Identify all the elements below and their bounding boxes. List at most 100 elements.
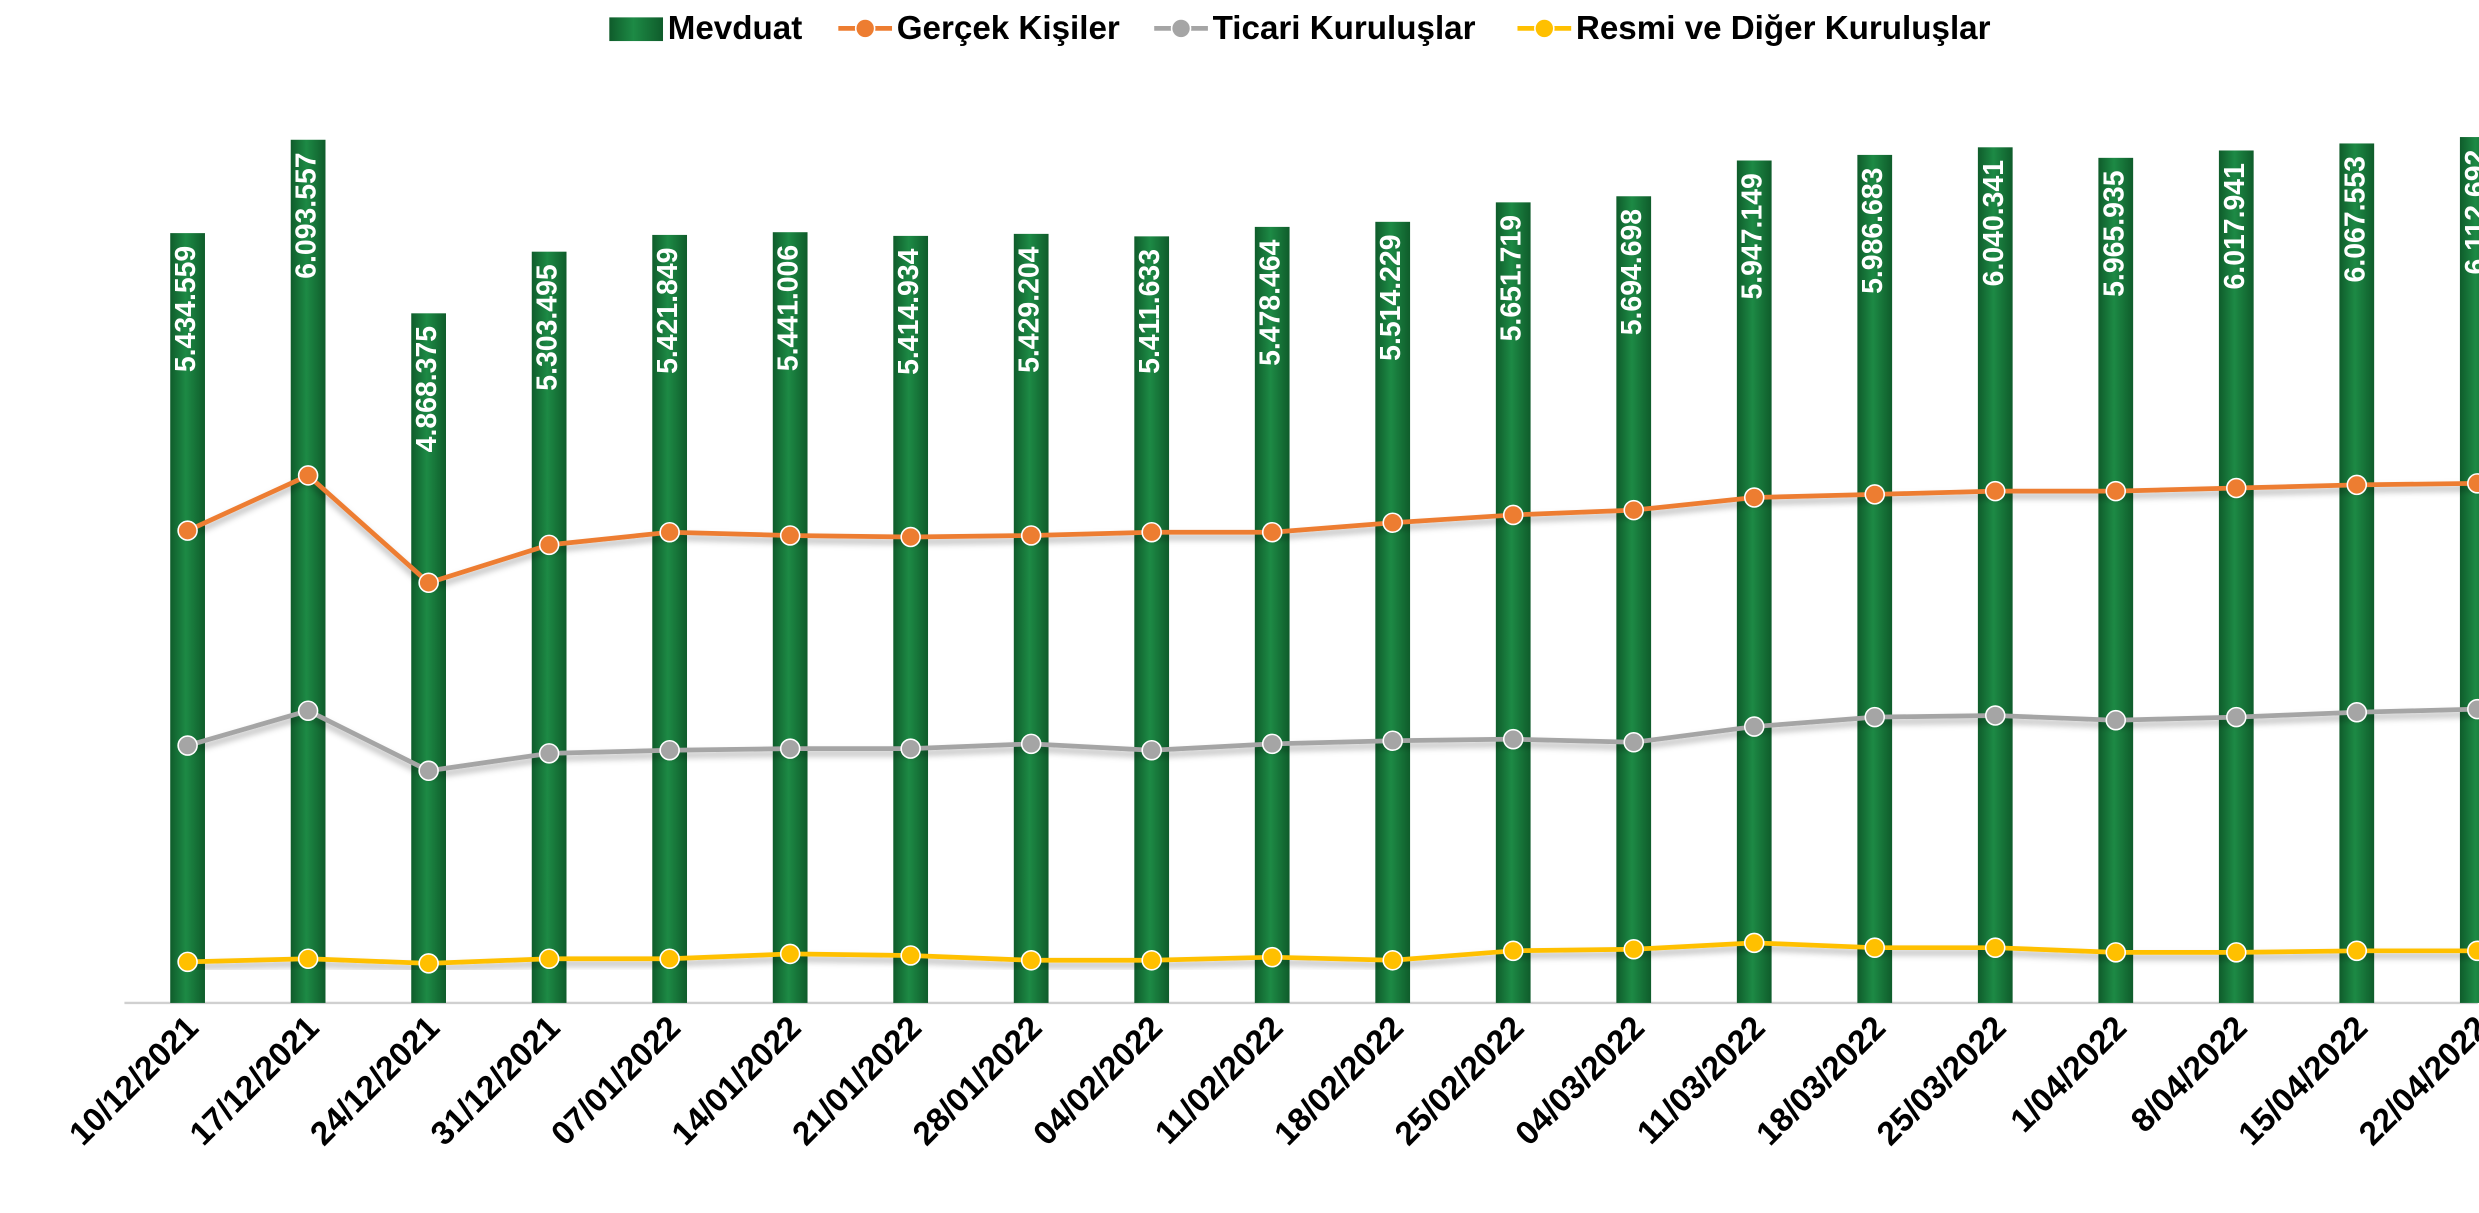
marker — [2467, 940, 2479, 962]
marker — [1743, 932, 1765, 954]
x-tick-label: 1/04/2022 — [2004, 1009, 2134, 1139]
legend-item: Resmi ve Diğer Kuruluşlar — [1517, 10, 1991, 47]
value-label: 6.067.553 — [2339, 156, 2371, 282]
bar — [531, 251, 567, 1003]
marker — [1141, 739, 1162, 761]
bar — [1616, 196, 1652, 1003]
value-label: 5.429.204 — [1014, 246, 1046, 373]
marker — [1141, 950, 1162, 971]
value-label: 4.868.375 — [411, 326, 443, 452]
bar — [652, 234, 688, 1003]
marker — [177, 951, 198, 973]
bar — [772, 232, 808, 1003]
marker — [1261, 946, 1283, 968]
legend-item: Mevduat — [609, 10, 802, 47]
x-tick-label: 10/12/2021 — [62, 1009, 206, 1153]
value-label: 5.441.006 — [773, 245, 805, 371]
legend-item: Ticari Kuruluşlar — [1154, 10, 1476, 47]
bar — [170, 233, 205, 1003]
marker — [418, 572, 439, 594]
marker — [1864, 706, 1886, 728]
x-tick-label: 15/04/2022 — [2232, 1009, 2376, 1153]
x-tick-label: 11/02/2022 — [1148, 1009, 1290, 1151]
marker — [1020, 733, 1042, 755]
marker — [177, 520, 198, 541]
bar — [2098, 157, 2134, 1003]
marker — [1984, 937, 2006, 958]
x-tick-label: 04/02/2022 — [1026, 1009, 1170, 1153]
marker — [1743, 716, 1765, 737]
marker — [177, 735, 198, 756]
line — [186, 706, 2478, 774]
value-label: 5.694.698 — [1616, 209, 1648, 335]
marker — [1020, 950, 1042, 971]
legend-swatch — [609, 17, 664, 42]
x-tick-label: 25/03/2022 — [1870, 1009, 2014, 1153]
bar — [1134, 236, 1170, 1003]
value-label: 5.651.719 — [1496, 215, 1528, 341]
bar — [2218, 150, 2254, 1003]
bar — [1254, 226, 1290, 1003]
marker — [2226, 477, 2247, 499]
marker — [1261, 733, 1283, 755]
bar — [1375, 221, 1411, 1003]
value-label: 5.478.464 — [1255, 239, 1287, 366]
legend-item: Gerçek Kişiler — [838, 10, 1120, 47]
marker — [297, 465, 319, 486]
marker — [659, 948, 680, 970]
marker — [297, 948, 319, 970]
marker — [2226, 942, 2247, 963]
value-label: 6.093.557 — [291, 152, 323, 278]
value-label: 5.421.849 — [652, 248, 684, 374]
marker — [2105, 480, 2127, 502]
x-tick-label: 28/01/2022 — [906, 1009, 1050, 1153]
bar — [1736, 160, 1772, 1003]
marker — [1623, 732, 1644, 753]
marker — [1020, 525, 1042, 546]
x-tick-label: 24/12/2021 — [303, 1009, 447, 1153]
line — [186, 472, 2478, 586]
legend-label: Gerçek Kişiler — [897, 10, 1120, 47]
marker — [1502, 504, 1524, 526]
x-tick-label: 25/02/2022 — [1388, 1009, 1532, 1153]
value-label: 5.411.633 — [1134, 249, 1166, 374]
marker — [2105, 942, 2127, 963]
legend-swatch — [1534, 18, 1555, 39]
value-label: 5.965.935 — [2098, 170, 2130, 296]
bar — [290, 139, 326, 1003]
marker — [1623, 938, 1644, 960]
marker — [1984, 480, 2006, 502]
marker — [1743, 487, 1765, 508]
legend-swatch — [854, 18, 876, 39]
bar — [1013, 233, 1049, 1003]
marker — [900, 526, 921, 548]
marker — [2346, 474, 2368, 496]
value-label: 5.434.559 — [170, 246, 202, 372]
x-tick-label: 11/03/2022 — [1630, 1009, 1772, 1151]
value-label: 5.947.149 — [1737, 173, 1769, 299]
marker — [2105, 709, 2127, 731]
marker — [2346, 701, 2368, 723]
x-tick-label: 07/01/2022 — [544, 1009, 688, 1153]
value-label: 6.112.692 — [2460, 150, 2479, 275]
marker — [779, 738, 801, 759]
x-tick-label: 04/03/2022 — [1509, 1009, 1653, 1153]
value-label: 6.040.341 — [1978, 160, 2010, 286]
x-tick-label: 31/12/2021 — [424, 1009, 568, 1153]
marker — [2467, 473, 2479, 494]
marker — [297, 700, 319, 721]
marker — [418, 953, 439, 974]
marker — [659, 739, 680, 761]
bar — [2339, 143, 2375, 1003]
legend-label: Mevduat — [668, 10, 803, 47]
value-label: 5.303.495 — [532, 264, 564, 390]
bar — [1495, 202, 1531, 1003]
marker — [538, 948, 560, 970]
marker — [1502, 728, 1524, 750]
value-label: 5.986.683 — [1857, 168, 1889, 294]
marker — [659, 521, 680, 543]
marker — [900, 738, 921, 759]
marker — [900, 945, 921, 966]
marker — [1864, 937, 1886, 958]
